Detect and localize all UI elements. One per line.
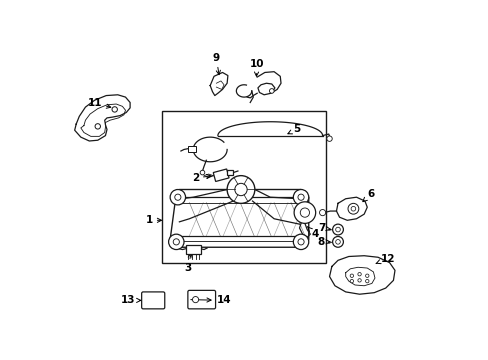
Text: 5: 5	[287, 125, 300, 134]
Circle shape	[357, 279, 361, 282]
Circle shape	[293, 189, 308, 205]
Bar	[162, 111, 326, 264]
Text: 7: 7	[318, 223, 329, 233]
Circle shape	[297, 194, 304, 200]
FancyBboxPatch shape	[142, 292, 164, 309]
Circle shape	[234, 183, 246, 195]
Circle shape	[192, 297, 198, 303]
Circle shape	[335, 227, 340, 232]
Circle shape	[95, 124, 100, 129]
Text: 2: 2	[192, 173, 210, 183]
Text: 6: 6	[362, 189, 374, 202]
Circle shape	[170, 189, 185, 205]
Bar	[226, 170, 233, 175]
Circle shape	[335, 239, 340, 244]
Circle shape	[350, 206, 355, 211]
Circle shape	[365, 274, 368, 278]
Circle shape	[168, 234, 183, 249]
Text: 9: 9	[212, 53, 220, 75]
Circle shape	[332, 224, 343, 235]
FancyBboxPatch shape	[187, 291, 215, 309]
Text: 11: 11	[88, 98, 111, 108]
Text: 10: 10	[249, 59, 264, 76]
Circle shape	[173, 239, 179, 245]
Circle shape	[365, 279, 368, 283]
Bar	[185, 245, 201, 254]
Bar	[187, 145, 195, 152]
Circle shape	[347, 203, 358, 214]
Text: 12: 12	[375, 254, 394, 264]
Circle shape	[349, 279, 353, 283]
Circle shape	[174, 194, 181, 200]
Circle shape	[269, 89, 274, 93]
Circle shape	[357, 273, 361, 276]
Text: 4: 4	[306, 226, 318, 239]
Circle shape	[200, 170, 204, 175]
Circle shape	[293, 202, 315, 223]
Circle shape	[300, 208, 309, 217]
Circle shape	[112, 107, 117, 112]
Circle shape	[297, 239, 304, 245]
Text: 3: 3	[184, 253, 192, 273]
Circle shape	[326, 136, 331, 141]
Text: 1: 1	[145, 215, 161, 225]
Text: 8: 8	[316, 237, 329, 247]
Text: 13: 13	[121, 295, 141, 305]
Circle shape	[349, 274, 353, 278]
Circle shape	[319, 210, 325, 216]
Circle shape	[226, 176, 254, 203]
Text: 14: 14	[190, 295, 230, 305]
Circle shape	[332, 237, 343, 247]
Circle shape	[293, 234, 308, 249]
Bar	[213, 169, 228, 181]
